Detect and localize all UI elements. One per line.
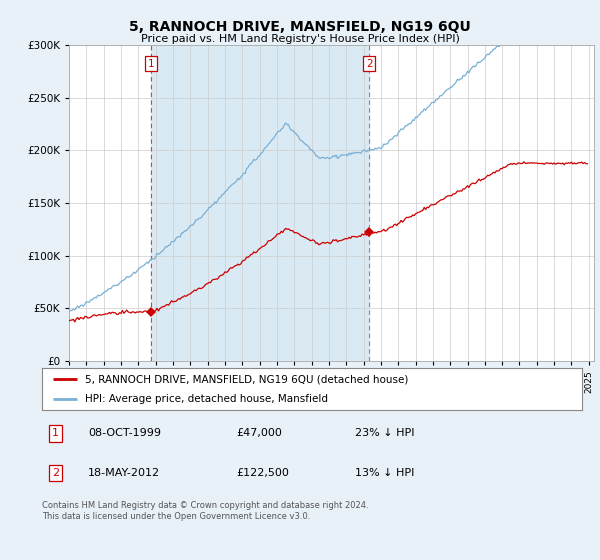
Text: 1: 1	[148, 59, 155, 69]
Text: 13% ↓ HPI: 13% ↓ HPI	[355, 468, 415, 478]
Text: 18-MAY-2012: 18-MAY-2012	[88, 468, 160, 478]
Text: £47,000: £47,000	[236, 428, 282, 438]
Bar	[151, 45, 370, 361]
Text: 1: 1	[52, 428, 59, 438]
Text: 5, RANNOCH DRIVE, MANSFIELD, NG19 6QU (detached house): 5, RANNOCH DRIVE, MANSFIELD, NG19 6QU (d…	[85, 374, 409, 384]
Text: 23% ↓ HPI: 23% ↓ HPI	[355, 428, 415, 438]
Text: 2: 2	[52, 468, 59, 478]
Text: 5, RANNOCH DRIVE, MANSFIELD, NG19 6QU: 5, RANNOCH DRIVE, MANSFIELD, NG19 6QU	[129, 20, 471, 34]
Text: £122,500: £122,500	[236, 468, 289, 478]
Text: 08-OCT-1999: 08-OCT-1999	[88, 428, 161, 438]
Text: Price paid vs. HM Land Registry's House Price Index (HPI): Price paid vs. HM Land Registry's House …	[140, 34, 460, 44]
Text: HPI: Average price, detached house, Mansfield: HPI: Average price, detached house, Mans…	[85, 394, 328, 404]
Text: 2: 2	[366, 59, 373, 69]
Text: Contains HM Land Registry data © Crown copyright and database right 2024.
This d: Contains HM Land Registry data © Crown c…	[42, 501, 368, 521]
